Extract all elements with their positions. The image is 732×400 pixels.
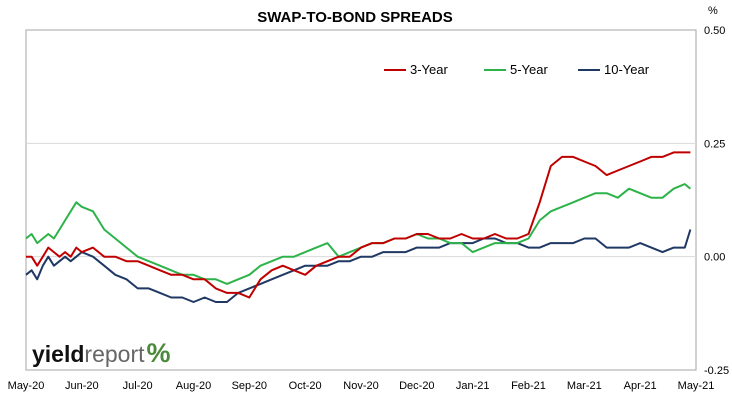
series-lines (25, 151, 692, 303)
x-tick-label: Mar-21 (567, 380, 602, 392)
legend-5-year-label: 5-Year (510, 62, 548, 77)
x-tick-label: May-21 (678, 380, 715, 392)
series-line-10-year (25, 229, 692, 303)
legend-3-year-label: 3-Year (410, 62, 448, 77)
legend-10-year-label: 10-Year (604, 62, 650, 77)
x-tick-label: Jan-21 (456, 380, 490, 392)
x-axis-ticks: May-20 Jun-20 Jul-20 Aug-20 Sep-20 Oct-20 Nov-… (8, 380, 715, 392)
yieldreport-logo: yieldreport% (32, 338, 171, 368)
x-tick-label: May-20 (8, 380, 45, 392)
y-tick-label: 0.00 (704, 252, 725, 264)
logo-text: yieldreport% (32, 338, 171, 368)
x-tick-label: Jun-20 (65, 380, 99, 392)
series-line-5-year (25, 183, 692, 285)
y-axis-ticks: 0.50 0.25 0.00 -0.25 (704, 25, 729, 377)
x-tick-label: Feb-21 (511, 380, 546, 392)
legend: 3-Year 5-Year 10-Year (384, 62, 650, 77)
x-tick-label: Apr-21 (624, 380, 657, 392)
y-tick-label: 0.50 (704, 25, 725, 37)
y-tick-label: 0.25 (704, 138, 725, 150)
x-tick-label: Sep-20 (232, 380, 267, 392)
chart-title: SWAP-TO-BOND SPREADS (257, 9, 453, 26)
series-line-3-year (26, 151, 691, 299)
x-tick-label: Nov-20 (343, 380, 378, 392)
y-axis-unit: % (708, 5, 718, 17)
x-tick-label: Oct-20 (289, 380, 322, 392)
x-tick-label: Aug-20 (176, 380, 211, 392)
x-tick-label: Dec-20 (399, 380, 434, 392)
y-tick-label: -0.25 (704, 365, 729, 377)
x-tick-label: Jul-20 (123, 380, 153, 392)
plot-area (25, 29, 697, 371)
